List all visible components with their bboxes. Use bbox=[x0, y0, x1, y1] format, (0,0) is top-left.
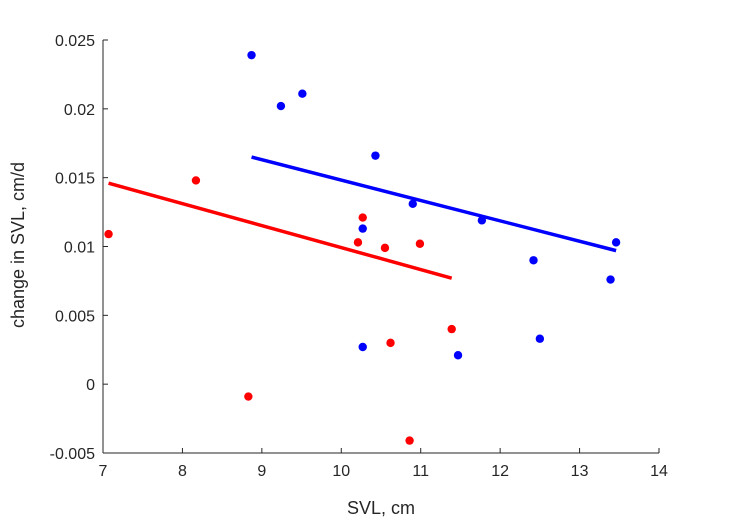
plot-area bbox=[104, 50, 621, 445]
x-tick-label: 9 bbox=[257, 463, 266, 480]
y-tick-label: 0.015 bbox=[55, 171, 95, 188]
data-point bbox=[386, 338, 395, 348]
data-point bbox=[276, 101, 286, 111]
y-tick-label: 0.01 bbox=[64, 240, 95, 257]
x-tick-label: 7 bbox=[99, 463, 108, 480]
y-tick-label: 0 bbox=[86, 377, 95, 394]
data-point bbox=[447, 324, 456, 334]
data-point bbox=[453, 351, 463, 360]
data-point bbox=[405, 436, 414, 445]
series-1 bbox=[104, 176, 456, 445]
x-tick-label: 10 bbox=[332, 463, 350, 480]
data-point bbox=[104, 229, 113, 239]
y-tick-label: 0.005 bbox=[55, 308, 95, 325]
data-point bbox=[415, 239, 425, 248]
data-point bbox=[408, 199, 417, 209]
x-axis: 7 8 9 10 11 12 13 14 bbox=[99, 448, 668, 480]
x-tick-label: 13 bbox=[571, 463, 589, 480]
fit-line bbox=[108, 181, 453, 280]
x-tick-label: 12 bbox=[491, 463, 509, 480]
data-point bbox=[244, 392, 253, 401]
data-point bbox=[247, 50, 256, 60]
y-axis-label: change in SVL, cm/d bbox=[8, 162, 28, 328]
y-axis: -0.005 0 0.005 0.01 0.015 0.02 0.025 bbox=[50, 33, 108, 463]
data-point bbox=[611, 238, 621, 247]
x-tick-label: 14 bbox=[650, 463, 668, 480]
data-point bbox=[191, 176, 201, 185]
data-point bbox=[358, 342, 367, 352]
x-tick-label: 11 bbox=[412, 463, 429, 480]
series-0 bbox=[247, 50, 621, 360]
y-tick-label: 0.02 bbox=[64, 102, 95, 119]
data-point bbox=[529, 256, 538, 265]
y-tick-label: 0.025 bbox=[55, 33, 95, 50]
data-point bbox=[298, 89, 307, 98]
x-axis-label: SVL, cm bbox=[347, 498, 415, 518]
data-point bbox=[358, 224, 367, 233]
data-point bbox=[371, 151, 380, 160]
x-tick-label: 8 bbox=[178, 463, 187, 480]
y-tick-label: -0.005 bbox=[50, 446, 95, 463]
data-point bbox=[535, 334, 545, 343]
fit-line bbox=[251, 155, 617, 253]
data-point bbox=[606, 275, 615, 284]
data-point bbox=[380, 243, 390, 253]
data-point bbox=[353, 238, 363, 247]
data-point bbox=[358, 213, 367, 222]
